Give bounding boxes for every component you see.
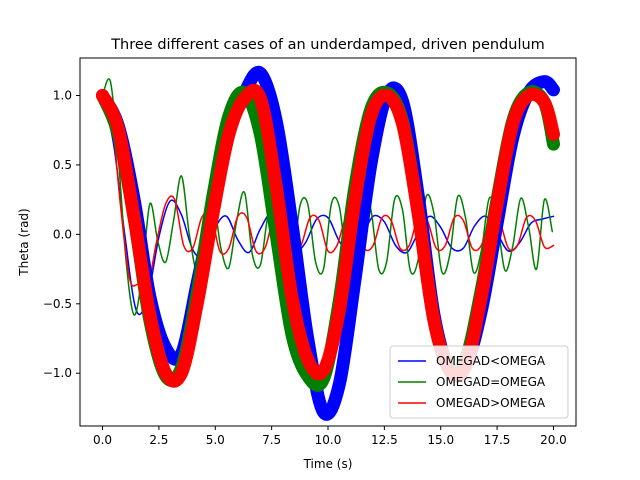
x-tick-label: 7.5 <box>262 433 281 447</box>
legend-label: OMEGAD=OMEGA <box>436 375 546 389</box>
chart-title: Three different cases of an underdamped,… <box>110 37 545 53</box>
x-tick-label: 17.5 <box>484 433 511 447</box>
y-tick-label: −1.0 <box>43 366 72 380</box>
legend-label: OMEGAD>OMEGA <box>436 396 546 410</box>
y-tick-label: −0.5 <box>43 297 72 311</box>
x-tick-label: 10.0 <box>315 433 342 447</box>
legend-box <box>389 345 569 419</box>
line-series-1 <box>101 78 554 316</box>
legend-label: OMEGAD<OMEGA <box>436 354 546 368</box>
y-axis: −1.0 −0.5 0.0 0.5 1.0 <box>43 88 80 380</box>
x-tick-label: 0.0 <box>93 433 112 447</box>
y-axis-label: Theta (rad) <box>17 208 31 276</box>
series-layer <box>96 65 560 421</box>
y-tick-label: 0.0 <box>53 227 72 241</box>
line-series-0 <box>101 94 555 316</box>
legend: OMEGAD<OMEGA OMEGAD=OMEGA OMEGAD>OMEGA <box>389 345 569 419</box>
x-tick-label: 12.5 <box>371 433 398 447</box>
y-tick-label: 0.5 <box>53 158 72 172</box>
x-axis: 0.0 2.5 5.0 7.5 10.0 12.5 15.0 17.5 20.0 <box>93 426 567 447</box>
x-tick-label: 20.0 <box>540 433 567 447</box>
x-tick-label: 2.5 <box>149 433 168 447</box>
x-tick-label: 15.0 <box>427 433 454 447</box>
line-series-2 <box>101 94 555 291</box>
band-series-5 <box>96 83 560 388</box>
x-axis-label: Time (s) <box>303 457 353 471</box>
x-tick-label: 5.0 <box>206 433 225 447</box>
y-tick-label: 1.0 <box>53 88 72 102</box>
